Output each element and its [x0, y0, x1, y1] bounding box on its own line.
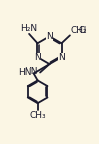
- Text: Cl: Cl: [78, 26, 87, 35]
- Text: N: N: [58, 53, 65, 62]
- Text: CH₃: CH₃: [29, 111, 46, 120]
- Text: CH₂: CH₂: [70, 26, 87, 35]
- Text: N: N: [34, 53, 41, 62]
- Text: HN: HN: [25, 68, 38, 76]
- Text: N: N: [46, 32, 53, 41]
- Text: H₂N: H₂N: [20, 24, 37, 33]
- Text: HN: HN: [18, 69, 31, 77]
